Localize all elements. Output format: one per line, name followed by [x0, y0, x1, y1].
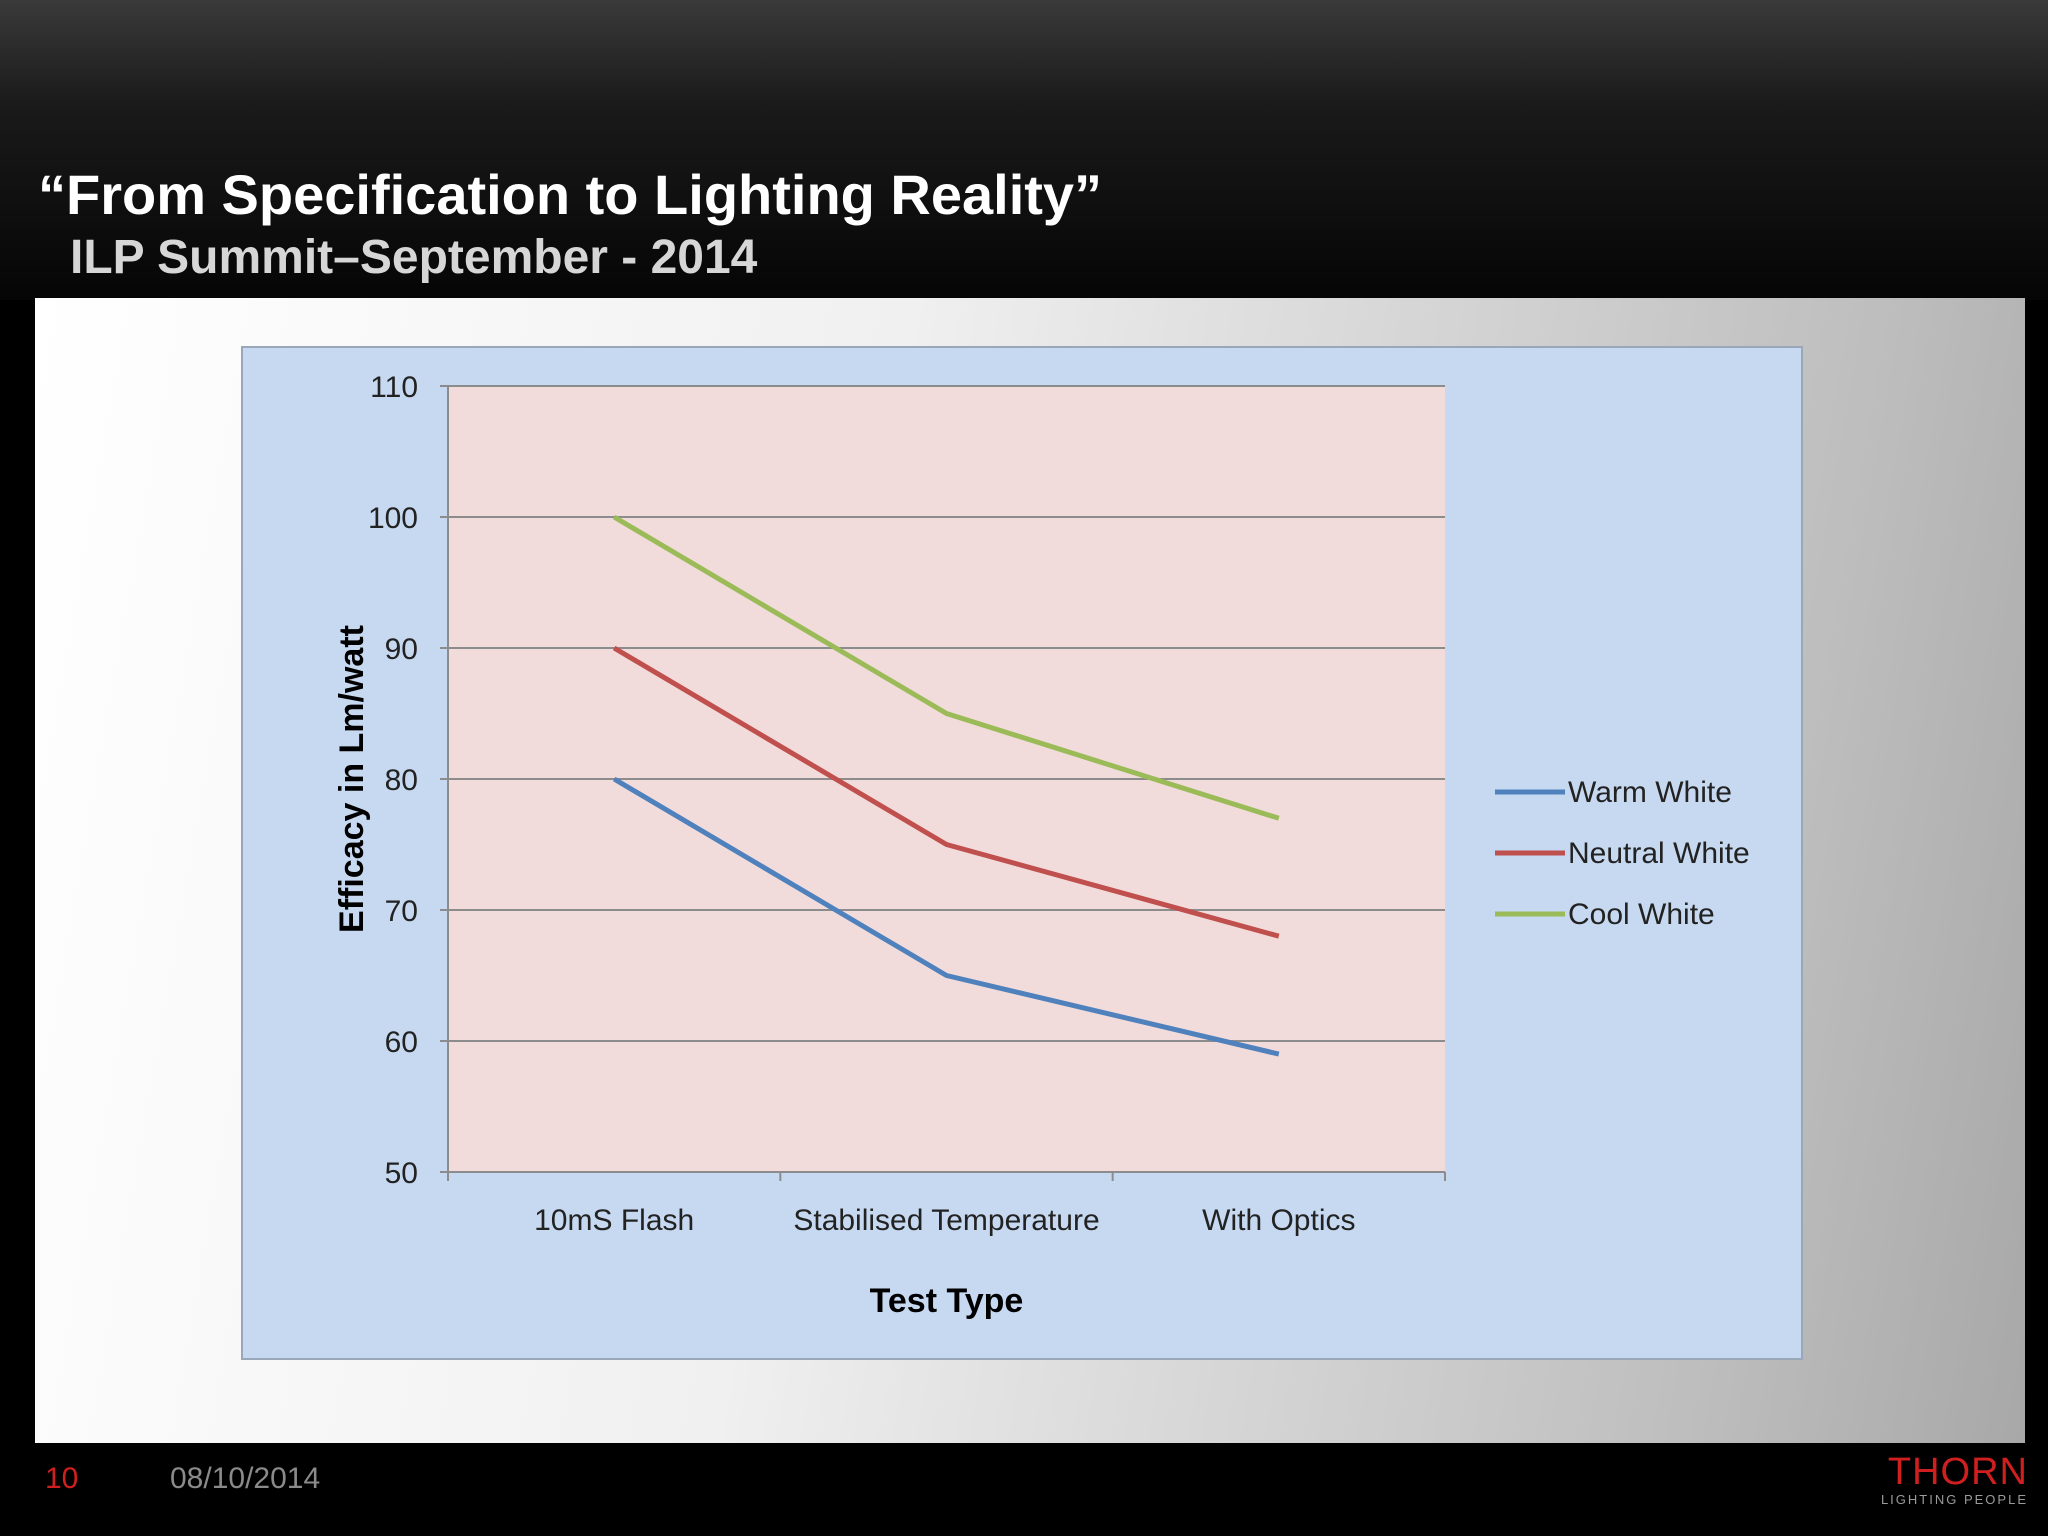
- legend-label: Warm White: [1568, 776, 1732, 809]
- slide-title: “From Specification to Lighting Reality”: [38, 163, 1103, 226]
- slide-subtitle: ILP Summit–September - 2014: [70, 231, 758, 284]
- series-line-warm-white: [612, 776, 1280, 1057]
- legend-label: Cool White: [1568, 898, 1715, 931]
- legend-label: Neutral White: [1568, 837, 1750, 870]
- y-tick-label: 80: [385, 764, 418, 797]
- page-number: 10: [45, 1462, 79, 1495]
- y-tick-label: 110: [370, 371, 418, 404]
- series-line-cool-white: [612, 514, 1280, 821]
- y-tick-label: 100: [368, 502, 418, 535]
- x-tick-label: 10mS Flash: [534, 1204, 694, 1237]
- y-tick-label: 70: [385, 895, 418, 928]
- thorn-logo: THORN LIGHTING PEOPLE: [1881, 1452, 2028, 1508]
- logo-wordmark: THORN: [1887, 1451, 2028, 1493]
- y-tick-label: 50: [385, 1157, 418, 1190]
- logo-tagline: LIGHTING PEOPLE: [1880, 1492, 2028, 1507]
- x-tick-label: With Optics: [1202, 1204, 1355, 1237]
- footer-date: 08/10/2014: [170, 1462, 321, 1495]
- x-axis-label: Test Type: [870, 1282, 1024, 1320]
- y-tick-label: 90: [385, 633, 418, 666]
- legend: Warm White Neutral White Cool White: [1495, 776, 1750, 931]
- header-bar: “From Specification to Lighting Reality”…: [0, 0, 2048, 300]
- content-panel: 50 60 70 80 90 100 110 10mS Flash Stabilised Te…: [35, 298, 2025, 1443]
- efficacy-line-chart: 50 60 70 80 90 100 110 10mS Flash Stabilised Te…: [241, 346, 1803, 1360]
- y-axis-label: Efficacy in Lm/watt: [333, 625, 371, 933]
- y-tick-label: 60: [385, 1026, 418, 1059]
- x-tick-label: Stabilised Temperature: [793, 1204, 1099, 1237]
- series-line-neutral-white: [612, 645, 1280, 939]
